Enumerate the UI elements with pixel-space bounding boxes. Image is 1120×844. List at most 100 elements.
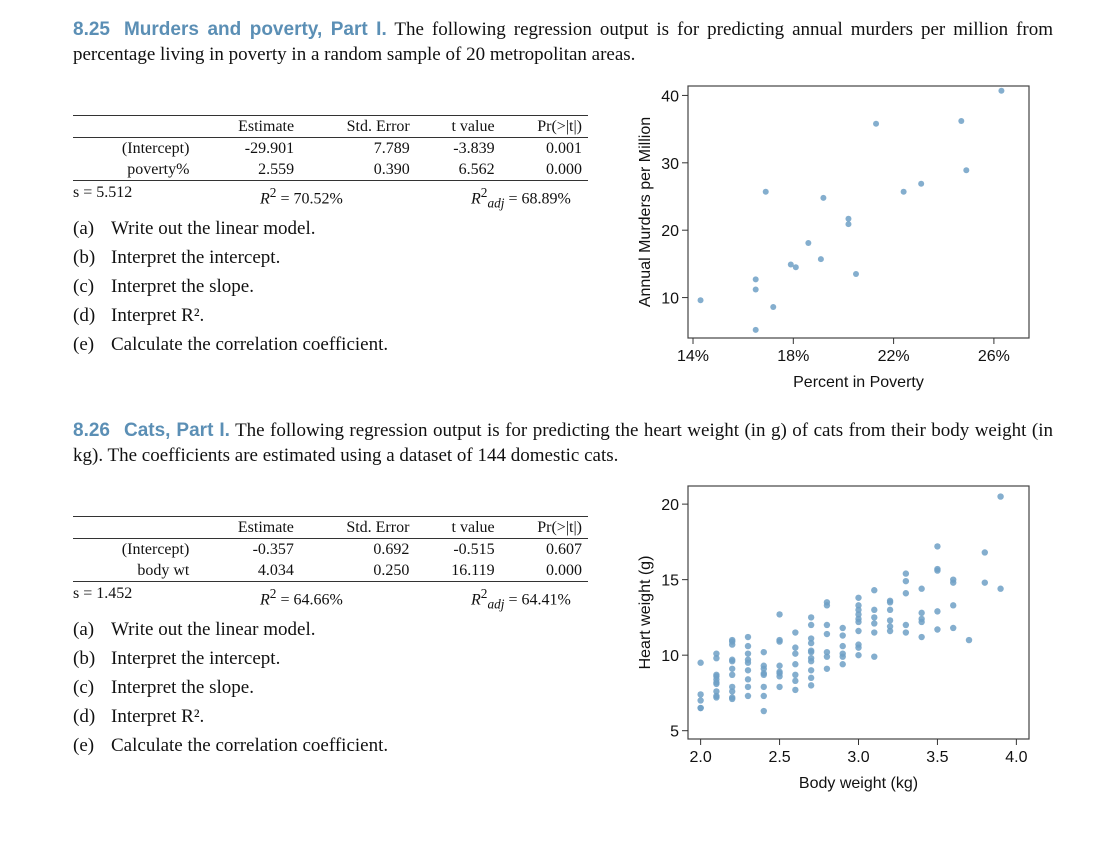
x-tick-label: 4.0 [1005,749,1027,766]
x-tick-label: 18% [777,348,809,365]
data-point [997,493,1004,500]
data-point [886,606,894,614]
data-point [713,650,720,657]
data-point [760,707,767,715]
x-tick-label: 3.5 [926,749,948,766]
problem-8-25-intro: 8.25 Murders and poverty, Part I. The fol… [73,17,1053,67]
cell: poverty% [73,159,196,181]
data-point [855,611,862,618]
problem-8-26-intro: 8.26 Cats, Part I. The following regressi… [73,418,1053,468]
col-header: Estimate [195,516,300,539]
data-point [886,617,894,624]
data-point [807,639,815,647]
residual-se: s = 5.512 [73,184,133,201]
question-label: (e) [73,334,95,355]
cell: 0.390 [300,159,416,181]
question-text: Interpret R². [111,706,205,727]
data-point [823,621,831,629]
data-point [902,570,910,577]
data-point [713,654,720,662]
r-squared-adj-value: = 64.41% [508,591,571,609]
data-point [807,658,815,665]
data-point [902,590,910,597]
residual-se: s = 1.452 [73,585,133,602]
data-point [744,683,752,691]
data-point [845,215,852,222]
data-point [963,167,970,174]
data-point [845,221,852,228]
cell: 0.692 [373,541,410,558]
data-point [713,688,720,695]
data-point [855,618,862,626]
data-point [776,662,783,669]
data-point [787,261,794,268]
data-point [820,194,827,201]
data-point [744,633,752,641]
question-item: (c) Interpret the slope. [73,272,388,301]
data-point [807,674,815,682]
data-point [805,239,812,246]
cell: 6.562 [415,159,501,181]
problem-title: Murders and poverty, Part I. [123,19,387,40]
data-point [852,270,859,277]
model-stats: s = 1.452 R2 = 64.66% R2adj = 64.41% [73,582,595,612]
data-point [981,549,988,556]
data-point [950,602,957,609]
data-point [855,644,862,651]
data-point [855,606,862,614]
data-point [823,630,831,638]
x-tick-label: 22% [878,348,910,365]
data-point [839,653,846,660]
data-point [713,694,720,701]
data-point [918,633,925,641]
data-point [998,87,1005,94]
data-point [839,661,846,668]
question-item: (d) Interpret R². [73,301,388,330]
data-point [752,276,759,283]
data-point [934,543,941,550]
problem-number: 8.25 [73,19,110,40]
data-point [792,644,799,651]
data-point [744,650,752,657]
data-point [886,623,894,630]
data-point [697,691,704,698]
data-point [729,658,736,665]
question-text: Interpret the intercept. [111,247,281,268]
data-point [839,632,846,639]
data-point [792,677,799,685]
data-point [776,683,783,691]
x-axis-label: Body weight (kg) [799,775,918,792]
cell: -3.839 [453,140,495,157]
question-label: (c) [73,276,95,297]
data-point [902,577,910,585]
data-point [950,579,957,586]
problem-number: 8.26 [73,420,110,441]
data-point [792,661,799,668]
cell: 0.001 [546,140,582,157]
col-header: t value [415,115,501,138]
data-point [776,611,783,618]
data-point [965,636,973,644]
question-label: (a) [73,619,95,640]
data-point [823,602,831,609]
data-point [855,602,862,609]
data-point [900,188,907,195]
data-point [760,692,767,700]
questions-8-26: (a) Write out the linear model. (b) Interp… [73,615,388,760]
cell: -29.901 [244,140,295,157]
col-header: Std. Error [300,115,416,138]
data-point [770,304,777,311]
col-header: Pr(>|t|) [500,115,588,138]
data-point [839,642,846,650]
cell: 0.607 [546,541,582,558]
question-item: (a) Write out the linear model. [73,214,388,243]
r-squared-value: = 70.52% [280,190,343,208]
question-item: (c) Interpret the slope. [73,673,388,702]
question-item: (b) Interpret the intercept. [73,644,388,673]
y-tick-label: 20 [661,223,679,240]
table-row: poverty% 2.559 0.390 6.562 0.000 [73,159,588,181]
x-tick-label: 3.0 [847,749,869,766]
data-point [902,629,910,636]
col-header [73,115,196,138]
x-tick-label: 2.5 [768,749,790,766]
